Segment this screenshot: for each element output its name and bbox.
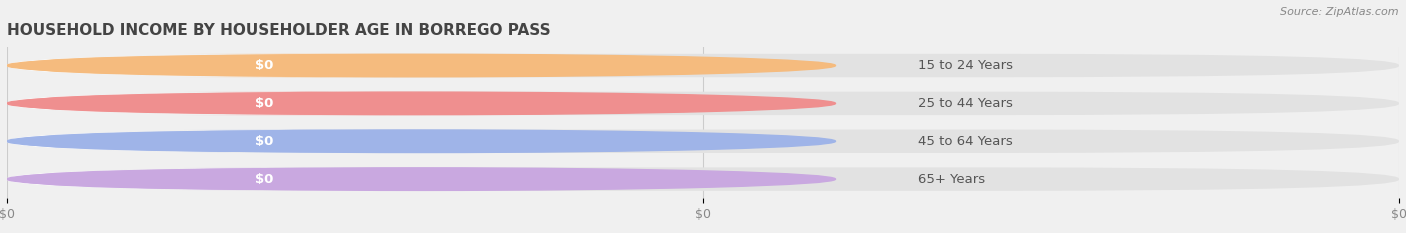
Text: Source: ZipAtlas.com: Source: ZipAtlas.com <box>1281 7 1399 17</box>
FancyBboxPatch shape <box>7 130 1399 153</box>
Text: 15 to 24 Years: 15 to 24 Years <box>918 59 1014 72</box>
FancyBboxPatch shape <box>7 167 1399 191</box>
FancyBboxPatch shape <box>7 54 637 77</box>
FancyBboxPatch shape <box>15 167 596 191</box>
Text: 25 to 44 Years: 25 to 44 Years <box>918 97 1014 110</box>
Circle shape <box>7 168 835 190</box>
Text: 45 to 64 Years: 45 to 64 Years <box>918 135 1014 148</box>
Text: $0: $0 <box>256 59 274 72</box>
FancyBboxPatch shape <box>7 54 1399 77</box>
FancyBboxPatch shape <box>15 54 596 77</box>
Circle shape <box>7 54 835 77</box>
Text: HOUSEHOLD INCOME BY HOUSEHOLDER AGE IN BORREGO PASS: HOUSEHOLD INCOME BY HOUSEHOLDER AGE IN B… <box>7 24 551 38</box>
Circle shape <box>7 130 835 153</box>
FancyBboxPatch shape <box>15 92 596 115</box>
Text: $0: $0 <box>256 135 274 148</box>
FancyBboxPatch shape <box>7 167 637 191</box>
FancyBboxPatch shape <box>15 130 596 153</box>
Text: 65+ Years: 65+ Years <box>918 173 986 186</box>
Text: $0: $0 <box>256 97 274 110</box>
Text: $0: $0 <box>256 173 274 186</box>
Circle shape <box>7 92 835 115</box>
FancyBboxPatch shape <box>7 92 637 115</box>
FancyBboxPatch shape <box>7 130 637 153</box>
FancyBboxPatch shape <box>7 92 1399 115</box>
